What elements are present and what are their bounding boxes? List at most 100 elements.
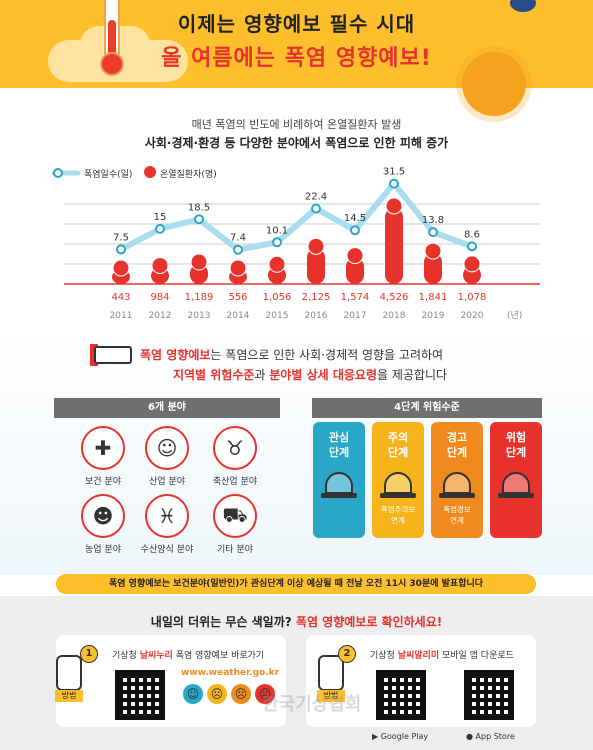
risk-level-name: 주의 단계 — [387, 431, 409, 459]
info-line-1-rest: 는 폭염으로 인한 사회·경제적 영향을 고려하여 — [210, 348, 444, 362]
fish-icon: ♓ — [145, 494, 189, 538]
patient-value-label: 1,056 — [263, 292, 292, 303]
info-conj: 과 — [254, 368, 270, 382]
step-tag: 방법 — [317, 690, 345, 702]
year-tick-label: 2013 — [188, 311, 211, 321]
patient-face-icon — [229, 259, 247, 277]
question-cta: 폭염 영향예보로 확인하세요! — [295, 615, 443, 629]
google-play-icon: ▶ — [372, 732, 381, 741]
days-point — [389, 178, 399, 189]
field-label: 산업 분야 — [149, 477, 185, 487]
legend-patients-marker — [144, 166, 156, 178]
intro-line-2: 사회·경제·환경 등 다양한 분야에서 폭염으로 인한 피해 증가 — [144, 136, 449, 150]
days-value-label: 31.5 — [383, 167, 405, 178]
field-item: ♓ 수산양식 분야 — [132, 494, 202, 555]
qr-code-app-store[interactable] — [464, 670, 514, 720]
worker-icon: ☺ — [145, 426, 189, 470]
risk-level-note: 폭염주의보 연계 — [380, 505, 416, 525]
risk-level-card: 관심 단계 — [313, 422, 365, 538]
field-label: 수산양식 분야 — [140, 545, 194, 555]
m2-c: 모바일 앱 다운로드 — [439, 651, 514, 661]
question-line: 내일의 더위는 무슨 색일까? 폭염 영향예보로 확인하세요! — [0, 613, 593, 630]
sun-icon — [462, 52, 526, 116]
days-point — [194, 214, 204, 225]
info-line-1: 폭염 영향예보는 폭염으로 인한 사회·경제적 영향을 고려하여 — [140, 346, 443, 363]
farmer-icon: ☻ — [81, 494, 125, 538]
header-banner: 이제는 영향예보 필수 시대 올 여름에는 폭염 영향예보! — [0, 0, 593, 88]
patient-value-label: 4,526 — [380, 292, 409, 303]
legend-days-label: 폭염일수(일) — [84, 169, 132, 180]
level-face-icon: ☹ — [255, 684, 275, 704]
info-end: 을 제공합니다 — [376, 368, 448, 382]
regional-risk-text: 지역별 위험수준 — [172, 368, 255, 382]
field-item: ☺ 산업 분야 — [132, 426, 202, 487]
year-tick-label: 2017 — [344, 311, 367, 321]
apple-icon: ● — [466, 732, 476, 741]
patient-value-label: 443 — [111, 292, 130, 303]
chart-svg: 폭염일수(일) 온열질환자(명) 7.5 15 18.5 7.4 10.1 22.4 14.5 3… — [51, 166, 540, 321]
thermometer-fill — [108, 20, 116, 58]
legend-days-marker — [53, 168, 63, 178]
days-value-label: 22.4 — [305, 192, 327, 203]
field-label: 기타 분야 — [217, 545, 253, 555]
year-tick-label: 2011 — [110, 311, 133, 321]
patient-face-icon — [268, 255, 286, 273]
days-value-label: 8.6 — [464, 229, 480, 240]
patient-value-label: 556 — [228, 292, 247, 303]
patient-face-icon — [385, 197, 403, 215]
field-item: ⛟ 기타 분야 — [200, 494, 270, 555]
question-text: 내일의 더위는 무슨 색일까? — [150, 615, 296, 629]
brand-text: 폭염 영향예보 — [140, 348, 211, 362]
qr-code-web[interactable] — [115, 670, 165, 720]
title-line-1: 이제는 영향예보 필수 시대 — [177, 12, 416, 36]
thermometer-bulb — [100, 52, 124, 76]
google-play-text: Google Play — [380, 732, 429, 741]
siren-icon — [380, 472, 416, 498]
car-icon: ⛟ — [213, 494, 257, 538]
first-aid-icon: ✚ — [81, 426, 125, 470]
risk-level-note: 폭염경보 연계 — [443, 505, 471, 525]
patient-value-label: 1,189 — [185, 292, 214, 303]
patient-bar — [346, 257, 364, 284]
field-item: ✚ 보건 분야 — [68, 426, 138, 487]
year-tick-label: 2016 — [305, 311, 328, 321]
patient-face-icon — [307, 237, 325, 255]
m1-c: 폭염 영향예보 바로가기 — [172, 651, 265, 661]
method-1-text: 기상청 날씨누리 폭염 영향예보 바로가기 — [112, 648, 264, 661]
google-play-label[interactable]: ▶ Google Play — [372, 732, 428, 741]
hand-icon — [56, 655, 82, 691]
fields-panel-title: 6개 분야 — [54, 398, 280, 418]
days-point — [272, 237, 282, 248]
level-face-icon: ☹ — [231, 684, 251, 704]
app-store-text: App Store — [475, 732, 515, 741]
m1-a: 기상청 — [112, 651, 140, 661]
days-value-label: 7.5 — [113, 232, 129, 243]
patient-value-label: 1,574 — [341, 292, 370, 303]
step-tag: 방법 — [55, 690, 83, 702]
logo-icon — [510, 0, 536, 12]
weather-url-link[interactable]: www.weather.go.kr — [181, 668, 280, 678]
days-line — [118, 180, 475, 253]
year-tick-label: 2012 — [149, 311, 172, 321]
qr-code-google-play[interactable] — [376, 670, 426, 720]
siren-icon — [439, 472, 475, 498]
patient-value-label: 1,841 — [419, 292, 448, 303]
days-point — [233, 244, 243, 255]
days-value-label: 7.4 — [230, 233, 246, 244]
patient-face-icon — [151, 256, 169, 274]
app-store-label[interactable]: ● App Store — [466, 732, 515, 741]
pig-icon: ♉ — [213, 426, 257, 470]
levels-panel-title: 4단계 위험수준 — [312, 398, 542, 418]
patient-face-icon — [190, 253, 208, 271]
patient-face-icon — [346, 247, 364, 265]
year-tick-label: 2015 — [266, 311, 289, 321]
info-line-2: 지역별 위험수준과 분야별 상세 대응요령을 제공합니다 — [140, 366, 480, 383]
patient-value-label: 2,125 — [302, 292, 331, 303]
siren-icon — [498, 472, 534, 498]
days-value-label: 13.8 — [422, 215, 444, 226]
field-guide-text: 분야별 상세 대응요령 — [269, 368, 377, 382]
step-number: 1 — [80, 645, 98, 663]
days-point — [311, 203, 321, 214]
risk-level-name: 경고 단계 — [446, 431, 468, 459]
